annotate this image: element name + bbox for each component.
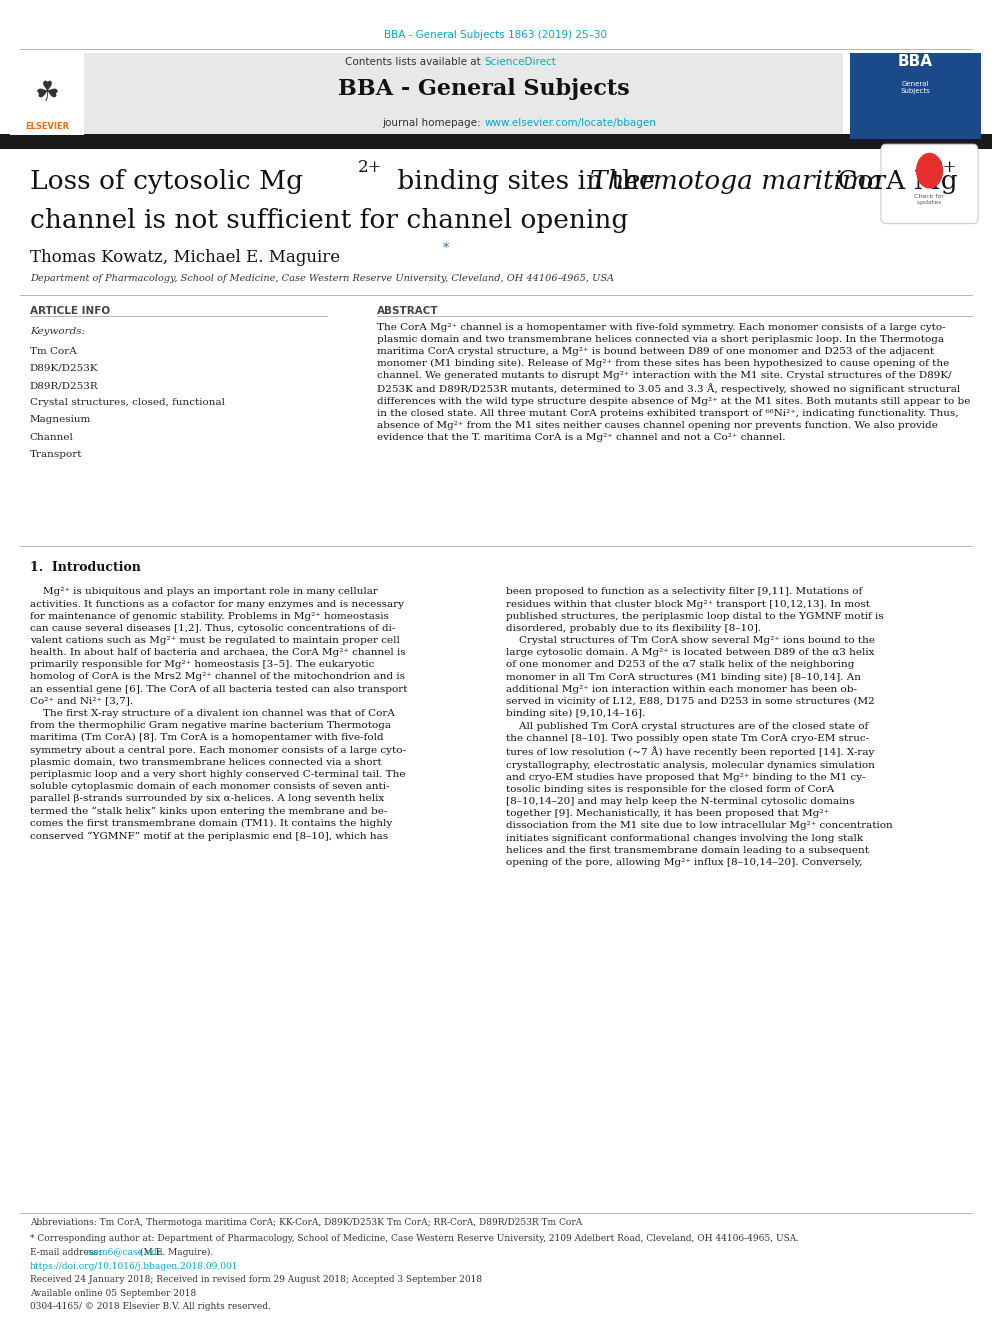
Text: ScienceDirect: ScienceDirect [484,57,556,67]
Text: Channel: Channel [30,433,73,442]
Text: www.elsevier.com/locate/bbagen: www.elsevier.com/locate/bbagen [484,118,656,128]
Text: E-mail address:: E-mail address: [30,1248,104,1257]
Text: Tm CorA: Tm CorA [30,347,76,356]
Text: https://doi.org/10.1016/j.bbagen.2018.09.001: https://doi.org/10.1016/j.bbagen.2018.09… [30,1262,238,1271]
Text: 2+: 2+ [932,159,957,176]
Text: Magnesium: Magnesium [30,415,91,425]
Text: binding sites in the: binding sites in the [389,169,663,194]
Text: Thomas Kowatz, Michael E. Maguire: Thomas Kowatz, Michael E. Maguire [30,249,340,266]
Text: BBA - General Subjects 1863 (2019) 25–30: BBA - General Subjects 1863 (2019) 25–30 [385,30,607,41]
Text: General
Subjects: General Subjects [901,81,930,94]
Text: ELSEVIER: ELSEVIER [26,122,69,131]
Text: Abbreviations: Tm CorA, Thermotoga maritima CorA; KK-CorA, D89K/D253K Tm CorA; R: Abbreviations: Tm CorA, Thermotoga marit… [30,1218,582,1228]
Text: 1.  Introduction: 1. Introduction [30,561,141,574]
Text: CorA Mg: CorA Mg [829,169,958,194]
Text: ARTICLE INFO: ARTICLE INFO [30,306,110,316]
Bar [850,53,981,139]
Text: ☘: ☘ [35,79,61,107]
Text: ABSTRACT: ABSTRACT [377,306,438,316]
Text: * Corresponding author at: Department of Pharmacology, School of Medicine, Case : * Corresponding author at: Department of… [30,1234,799,1244]
Text: journal homepage:: journal homepage: [382,118,484,128]
Text: channel is not sufficient for channel opening: channel is not sufficient for channel op… [30,208,628,233]
Text: (M.E. Maguire).: (M.E. Maguire). [137,1248,213,1257]
Text: D89R/D253R: D89R/D253R [30,381,98,390]
Bar [0,134,992,149]
Text: The CorA Mg²⁺ channel is a homopentamer with five-fold symmetry. Each monomer co: The CorA Mg²⁺ channel is a homopentamer … [377,323,970,442]
Text: Crystal structures, closed, functional: Crystal structures, closed, functional [30,398,225,407]
Text: Check for
updates: Check for updates [915,194,944,205]
Text: *: * [442,242,448,255]
FancyBboxPatch shape [881,144,978,224]
FancyBboxPatch shape [84,53,843,135]
Text: Contents lists available at: Contents lists available at [345,57,484,67]
Text: Keywords:: Keywords: [30,327,85,336]
Text: been proposed to function as a selectivity filter [9,11]. Mutations of
residues : been proposed to function as a selectivi… [506,587,893,867]
Circle shape [917,153,942,188]
Text: Available online 05 September 2018: Available online 05 September 2018 [30,1289,196,1298]
Text: Received 24 January 2018; Received in revised form 29 August 2018; Accepted 3 Se: Received 24 January 2018; Received in re… [30,1275,482,1285]
Text: Thermotoga maritima: Thermotoga maritima [590,169,883,194]
Text: Loss of cytosolic Mg: Loss of cytosolic Mg [30,169,303,194]
Text: BBA - General Subjects: BBA - General Subjects [338,78,630,101]
Text: Transport: Transport [30,450,82,459]
Text: 0304-4165/ © 2018 Elsevier B.V. All rights reserved.: 0304-4165/ © 2018 Elsevier B.V. All righ… [30,1302,271,1311]
Text: Mg²⁺ is ubiquitous and plays an important role in many cellular
activities. It f: Mg²⁺ is ubiquitous and plays an importan… [30,587,408,840]
Text: D89K/D253K: D89K/D253K [30,364,98,373]
Text: Department of Pharmacology, School of Medicine, Case Western Reserve University,: Department of Pharmacology, School of Me… [30,274,614,283]
Bar [10,53,84,135]
Text: mem6@case.edu: mem6@case.edu [85,1248,163,1257]
Text: 2+: 2+ [358,159,383,176]
Text: BBA: BBA [898,54,933,69]
